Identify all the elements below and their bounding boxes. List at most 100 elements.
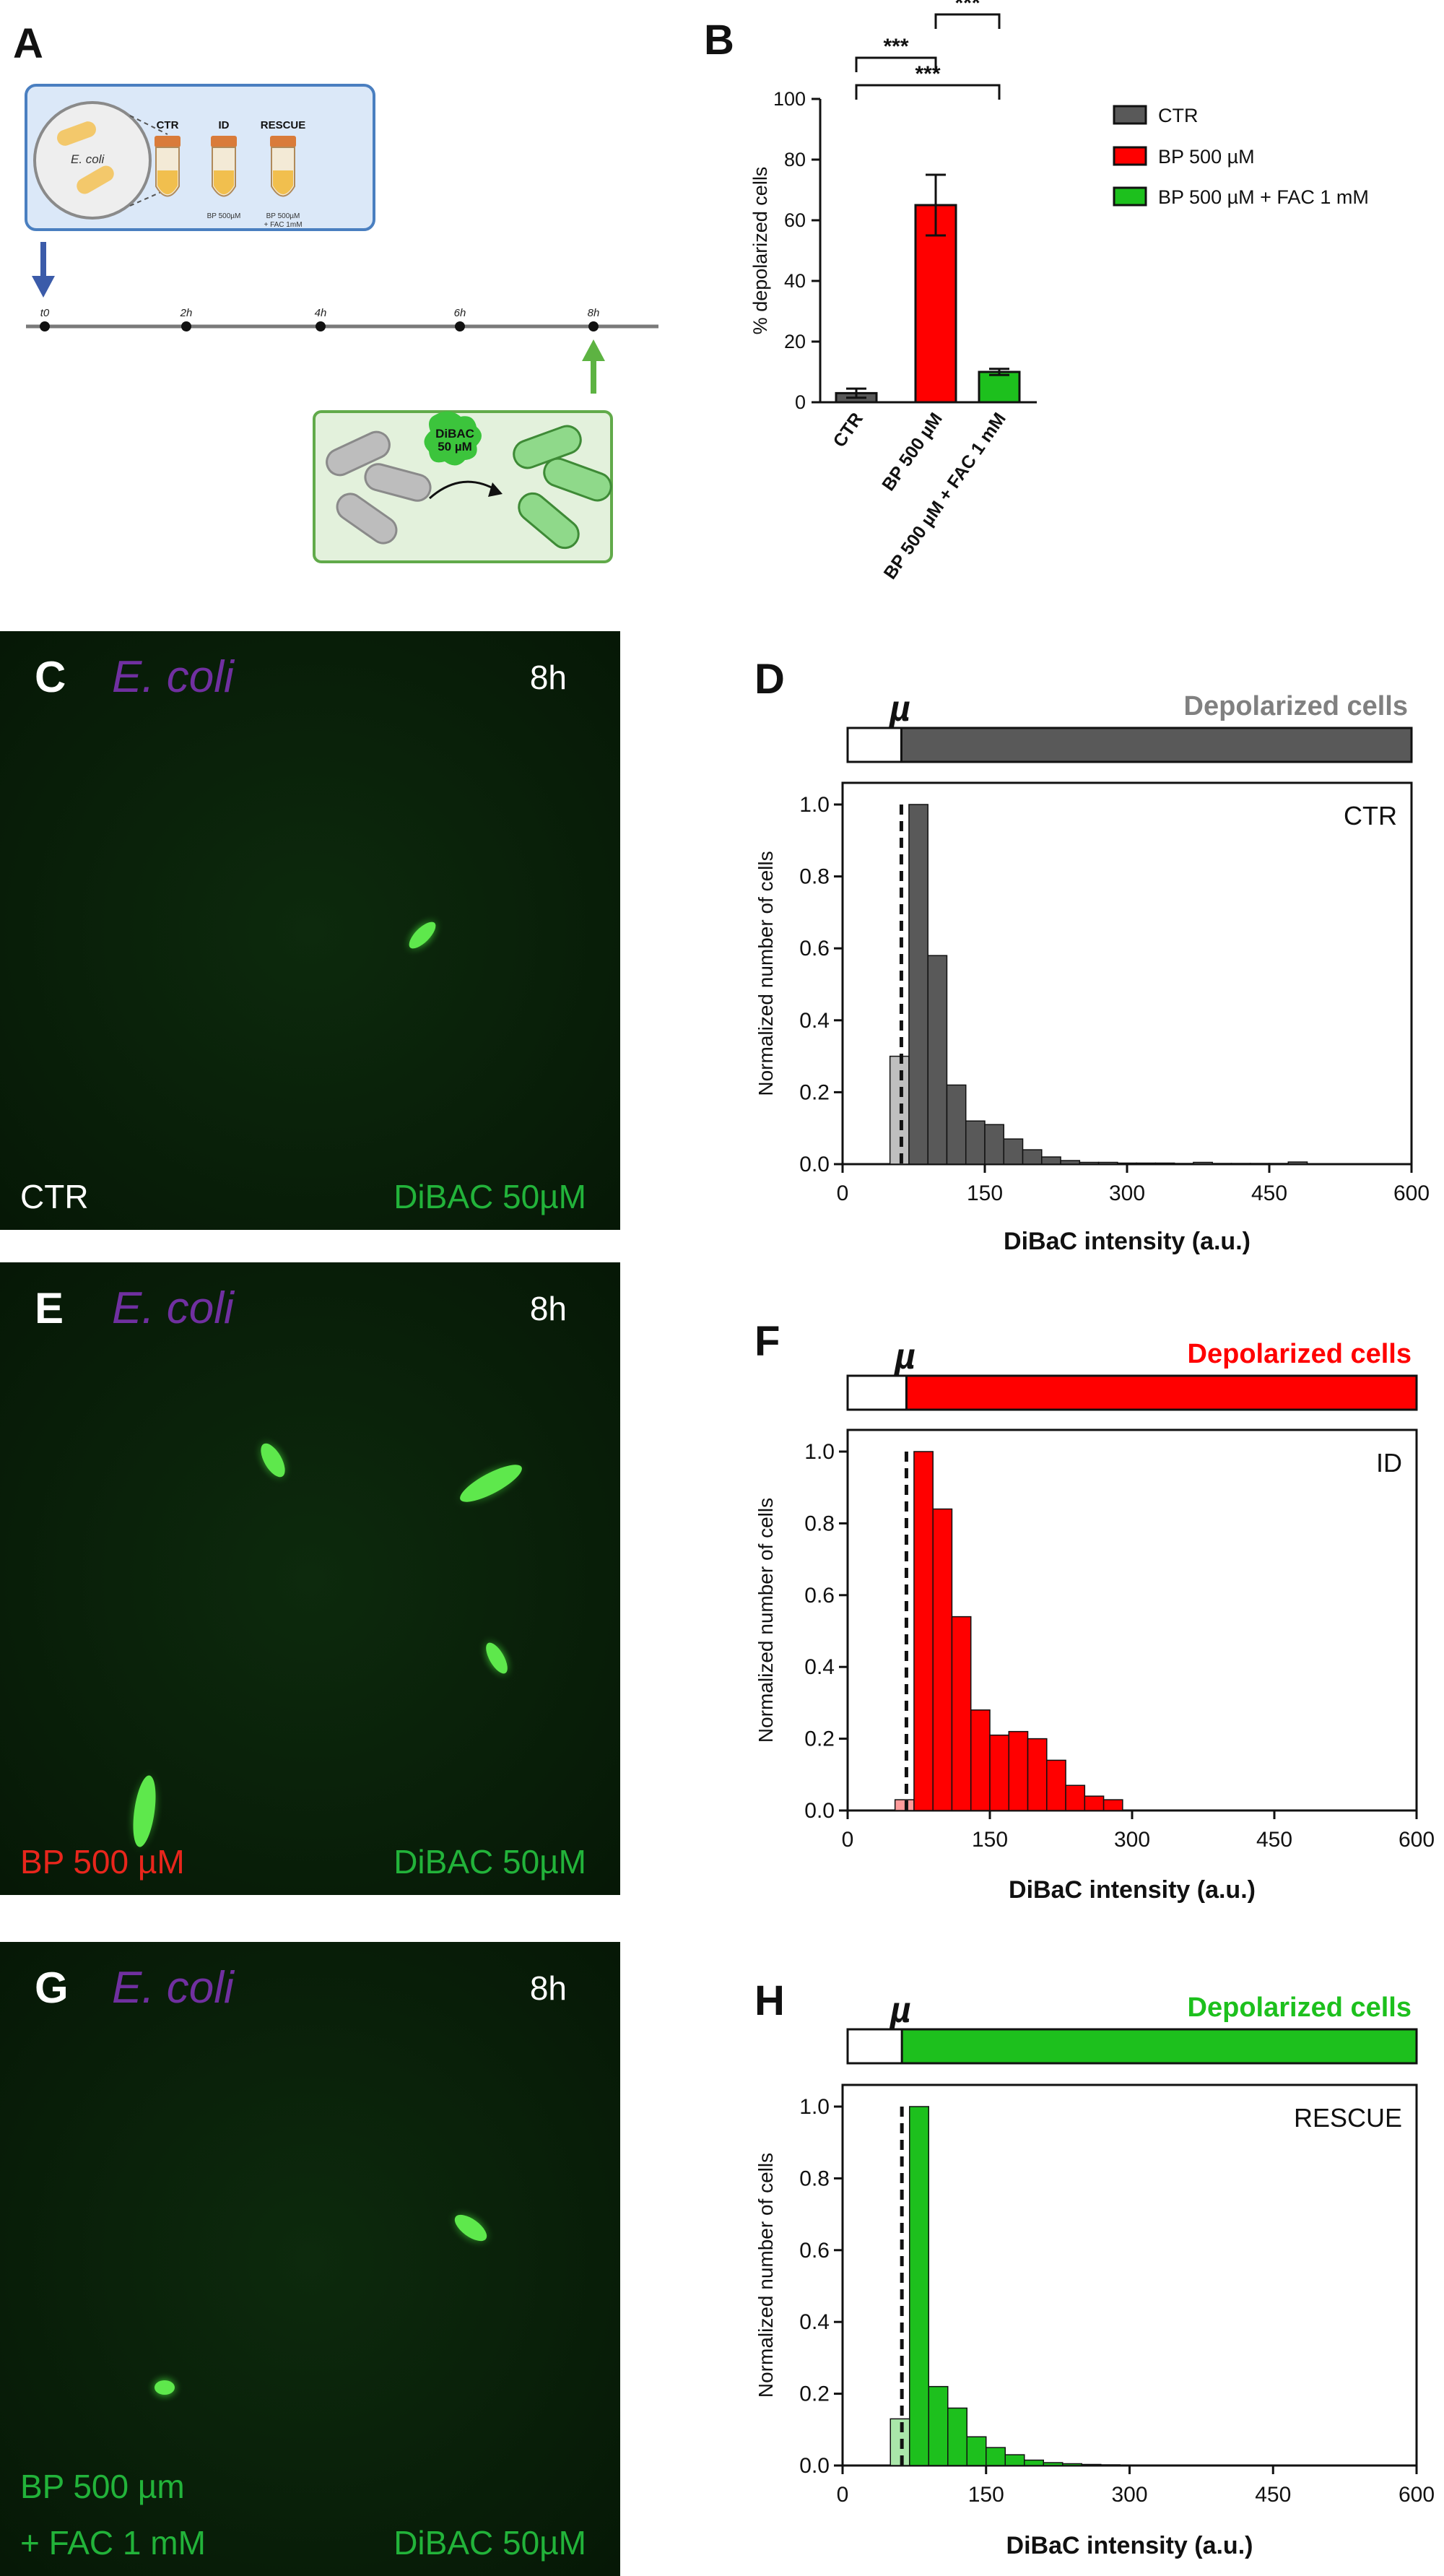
timepoint-dot [455,321,465,331]
histogram-bar [1269,1163,1289,1165]
x-tick-label: 450 [1255,2483,1291,2507]
b-significance-bracket [855,84,1001,100]
histogram-condition-label: ID [1376,1448,1402,1478]
species-label: E. coli [112,652,235,702]
x-tick-label: 450 [1251,1181,1287,1205]
mu-label: µ [888,688,910,729]
y-tick-label: 0.6 [804,1584,835,1608]
time-label: 8h [530,1969,567,2007]
depolarized-range-bar [900,2028,1418,2065]
x-tick-label: 600 [1399,2483,1435,2507]
b-legend-label-2: BP 500 µM + FAC 1 mM [1158,186,1369,208]
y-tick-label: 0.0 [799,2454,830,2478]
timepoint-label: 2h [180,307,193,319]
histogram-bar [1079,1161,1100,1165]
timepoint-label: 8h [588,307,600,319]
x-tick-label: 300 [1114,1828,1150,1852]
x-axis-label: DiBaC intensity (a.u.) [1009,1876,1256,1904]
x-tick-label: 150 [972,1828,1008,1852]
x-axis-label: DiBaC intensity (a.u.) [1006,2532,1253,2559]
histogram-bar [986,2447,1006,2466]
histogram-bar [1027,1738,1048,1811]
x-tick-label: 450 [1256,1828,1292,1852]
histogram-bar [1081,2463,1102,2466]
fluorescent-cell [155,2380,175,2395]
y-tick-label: 0.2 [799,1080,830,1104]
histogram-bar [1102,1799,1123,1811]
cell-gray-icon [326,430,432,545]
y-axis-label: Normalized number of cells [754,1498,777,1743]
fluorescent-cell [133,1775,156,1847]
start-arrow-icon [32,276,55,298]
panel-label-a: A [13,20,43,67]
tube-liquid-icon [214,170,234,194]
x-tick-label: 150 [967,1181,1003,1205]
b-y-tick-label: 60 [784,209,806,231]
timepoint-label: 4h [315,307,327,319]
depolarized-range-bar [900,727,1413,763]
histogram-bar [1024,2459,1044,2466]
histogram-bar [1043,2462,1064,2466]
histogram-bar [913,1451,934,1811]
tube-label-1: ID [219,119,230,131]
panel-label-g: G [35,1964,69,2012]
histogram-bar [951,1616,972,1811]
x-tick-label: 0 [837,1181,849,1205]
fluorescent-cell [409,921,436,949]
histogram-bar [1008,1730,1029,1811]
histogram-bar [947,2407,967,2466]
bacteria-icon [57,121,96,146]
tube-caption-2: BP 500µM + FAC 1mM [264,212,302,229]
micrograph-background [0,1942,620,2576]
tube-cap-icon [155,136,180,147]
tube-liquid-icon [273,170,293,194]
panel-label-f: F [754,1318,780,1365]
mu-label: µ [893,1336,915,1376]
histogram-bar [928,2385,949,2466]
panel-e-micrograph: E E. coli 8h BP 500 µM DiBAC 50µM [0,1262,620,1895]
histogram-bar [984,1124,1005,1165]
panel-f-histogram: F Depolarized cells µ 0.0 0.2 0.4 0.6 0.8 1.0 0 15… [754,1318,1435,1904]
x-tick-label: 0 [837,2483,849,2507]
histogram-bar [1230,1163,1251,1165]
panel-c-micrograph: C E. coli 8h CTR DiBAC 50µM [0,631,620,1230]
panel-label-e: E [35,1284,64,1332]
histogram-bar [1084,1795,1105,1811]
y-tick-label: 0.4 [799,2310,830,2334]
b-y-tick-label: 100 [773,88,806,110]
y-axis-label: Normalized number of cells [754,2153,777,2398]
panel-label-h: H [754,1977,785,2024]
histogram-bar [889,1055,910,1165]
end-arrow-icon [582,339,605,361]
histogram-condition-label: CTR [1344,801,1397,831]
condition-label: BP 500 µM [20,1843,185,1881]
timepoint-dot [588,321,599,331]
histogram-bar [1212,1163,1232,1165]
time-label: 8h [530,1290,567,1327]
histogram-bar [1100,2464,1121,2466]
y-tick-label: 0.0 [804,1799,835,1823]
histogram-bar [1173,1163,1194,1165]
fluorescent-cell [454,2214,487,2242]
timepoint-label: 6h [454,307,466,319]
species-label: E. coli [112,1283,235,1333]
tube-label-0: CTR [157,119,179,131]
histogram-bar [927,955,948,1165]
b-bar-1 [914,204,957,404]
y-tick-label: 0.6 [799,2239,830,2263]
x-axis-label: DiBaC intensity (a.u.) [1004,1228,1251,1255]
b-legend-swatch-2 [1113,186,1147,207]
fluorescent-cell [261,1443,285,1478]
panel-label-c: C [35,653,66,701]
stain-label: DiBAC 50µM [393,1178,586,1215]
b-significance-bracket [934,13,1001,29]
x-tick-label: 150 [968,2483,1004,2507]
b-legend-label-0: CTR [1158,105,1199,126]
staining-arrowhead [488,482,503,497]
cell-green-icon [513,425,612,550]
b-category-label-0: CTR [830,409,867,451]
timepoint-dot [316,321,326,331]
condition-label: BP 500 µm [20,2468,185,2505]
histogram-bar [1097,1161,1118,1165]
histogram-bar [1062,2463,1082,2466]
